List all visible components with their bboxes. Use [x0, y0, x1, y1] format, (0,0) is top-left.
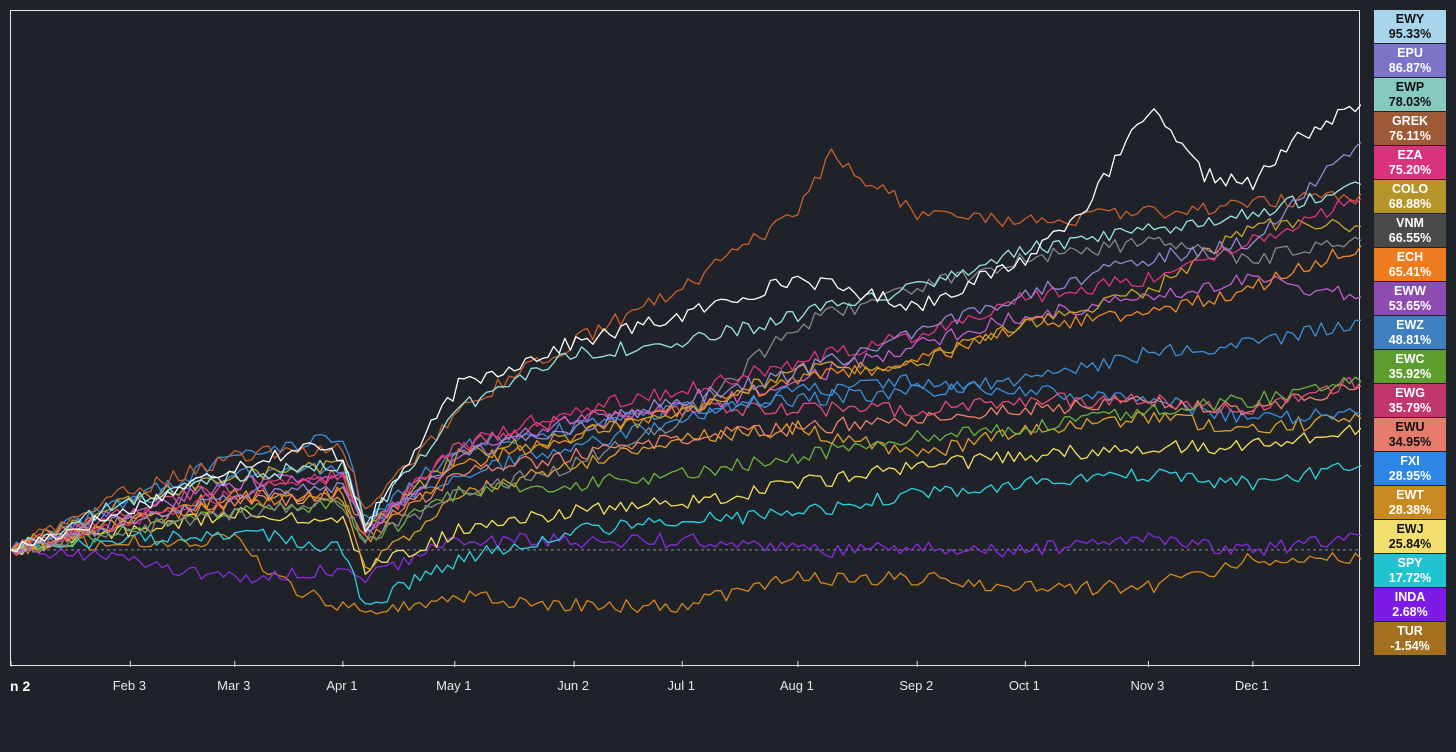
legend-entry-ewt: EWT 28.38% [1374, 486, 1446, 519]
legend-return: 66.55% [1388, 231, 1432, 245]
legend-ticker: EWU [1395, 420, 1425, 434]
x-tick-label: Dec 1 [1234, 678, 1269, 693]
legend-entry-ech: ECH 65.41% [1374, 248, 1446, 281]
legend-return: 78.03% [1388, 95, 1432, 109]
legend-ticker: ECH [1396, 250, 1424, 264]
x-tick-label: Mar 3 [217, 678, 251, 693]
legend-return: 28.95% [1388, 469, 1432, 483]
plot-area [10, 10, 1361, 667]
series-line-vnm [11, 236, 1361, 553]
legend-return: 95.33% [1388, 27, 1432, 41]
legend-entry-colo: COLO 68.88% [1374, 180, 1446, 213]
series-line-eww [11, 273, 1361, 553]
series-line-epu [11, 141, 1361, 554]
x-tick-label: Feb 3 [112, 678, 146, 693]
series-line-spy [11, 462, 1361, 605]
x-tick-label: May 1 [436, 678, 472, 693]
legend-return: 48.81% [1388, 333, 1432, 347]
x-tick-label: Aug 1 [779, 678, 814, 693]
series-line-colo [11, 217, 1361, 551]
legend-return: 35.92% [1388, 367, 1432, 381]
series-line-tur [11, 533, 1361, 615]
legend-entry-ewu: EWU 34.95% [1374, 418, 1446, 451]
legend-entry-spy: SPY 17.72% [1374, 554, 1446, 587]
legend-entry-vnm: VNM 66.55% [1374, 214, 1446, 247]
legend-return: -1.54% [1390, 639, 1430, 653]
legend-return: 28.38% [1388, 503, 1432, 517]
legend-return: 35.79% [1388, 401, 1432, 415]
chart-canvas [11, 104, 1361, 667]
legend-ticker: EWY [1395, 12, 1425, 26]
legend-entry-ewj: EWJ 25.84% [1374, 520, 1446, 553]
legend-ticker: EZA [1397, 148, 1423, 162]
legend-ticker: EPU [1397, 46, 1423, 60]
legend-return: 75.20% [1388, 163, 1432, 177]
series-line-ewj [11, 424, 1361, 575]
legend-ticker: EWP [1395, 80, 1425, 94]
legend-entry-eww: EWW 53.65% [1374, 282, 1446, 315]
legend-ticker: EWZ [1396, 318, 1424, 332]
legend-entry-ewy: EWY 95.33% [1374, 10, 1446, 43]
legend-entry-ewp: EWP 78.03% [1374, 78, 1446, 111]
x-tick-label: Oct 1 [1008, 678, 1040, 693]
series-line-inda [11, 532, 1361, 584]
legend-entry-eza: EZA 75.20% [1374, 146, 1446, 179]
x-tick-label: Jul 1 [667, 678, 695, 693]
legend-return: 17.72% [1388, 571, 1432, 585]
legend-return: 2.68% [1392, 605, 1428, 619]
legend-ticker: EWC [1395, 352, 1425, 366]
legend-ticker: FXI [1400, 454, 1420, 468]
series-line-eza [11, 197, 1361, 551]
legend-return: 68.88% [1388, 197, 1432, 211]
legend-ticker: INDA [1394, 590, 1426, 604]
series-line-fxi [11, 374, 1361, 554]
legend-ticker: EWT [1396, 488, 1424, 502]
legend-return: 53.65% [1388, 299, 1432, 313]
series-line-grek [11, 148, 1361, 551]
legend-return: 86.87% [1388, 61, 1432, 75]
legend-ticker: COLO [1391, 182, 1429, 196]
legend-return: 34.95% [1388, 435, 1432, 449]
legend-ticker: VNM [1396, 216, 1424, 230]
x-tick-label: Nov 3 [1130, 678, 1165, 693]
legend-ticker: TUR [1397, 624, 1423, 638]
legend-ticker: EWJ [1396, 522, 1424, 536]
legend-ticker: EWG [1395, 386, 1425, 400]
series-line-ewp [11, 181, 1361, 551]
legend-ticker: SPY [1397, 556, 1423, 570]
legend-return: 65.41% [1388, 265, 1432, 279]
series-line-ewy [11, 104, 1361, 553]
legend-entry-fxi: FXI 28.95% [1374, 452, 1446, 485]
legend-entry-ewg: EWG 35.79% [1374, 384, 1446, 417]
legend-entry-tur: TUR -1.54% [1374, 622, 1446, 655]
legend-entry-inda: INDA 2.68% [1374, 588, 1446, 621]
legend-return: 25.84% [1388, 537, 1432, 551]
legend-ticker: GREK [1391, 114, 1429, 128]
legend-entry-epu: EPU 86.87% [1374, 44, 1446, 77]
x-tick-label: Jun 2 [557, 678, 590, 693]
legend-entry-ewz: EWZ 48.81% [1374, 316, 1446, 349]
series-line-ewg [11, 376, 1361, 557]
legend-ticker: EWW [1394, 284, 1426, 298]
legend-entry-ewc: EWC 35.92% [1374, 350, 1446, 383]
legend-return: 76.11% [1389, 129, 1431, 143]
x-tick-label: Sep 2 [899, 678, 934, 693]
x-tick-label: n 2 [10, 678, 31, 694]
series-line-ewu [11, 383, 1361, 556]
x-tick-label: Apr 1 [326, 678, 358, 693]
legend-entry-grek: GREK 76.11% [1374, 112, 1446, 145]
